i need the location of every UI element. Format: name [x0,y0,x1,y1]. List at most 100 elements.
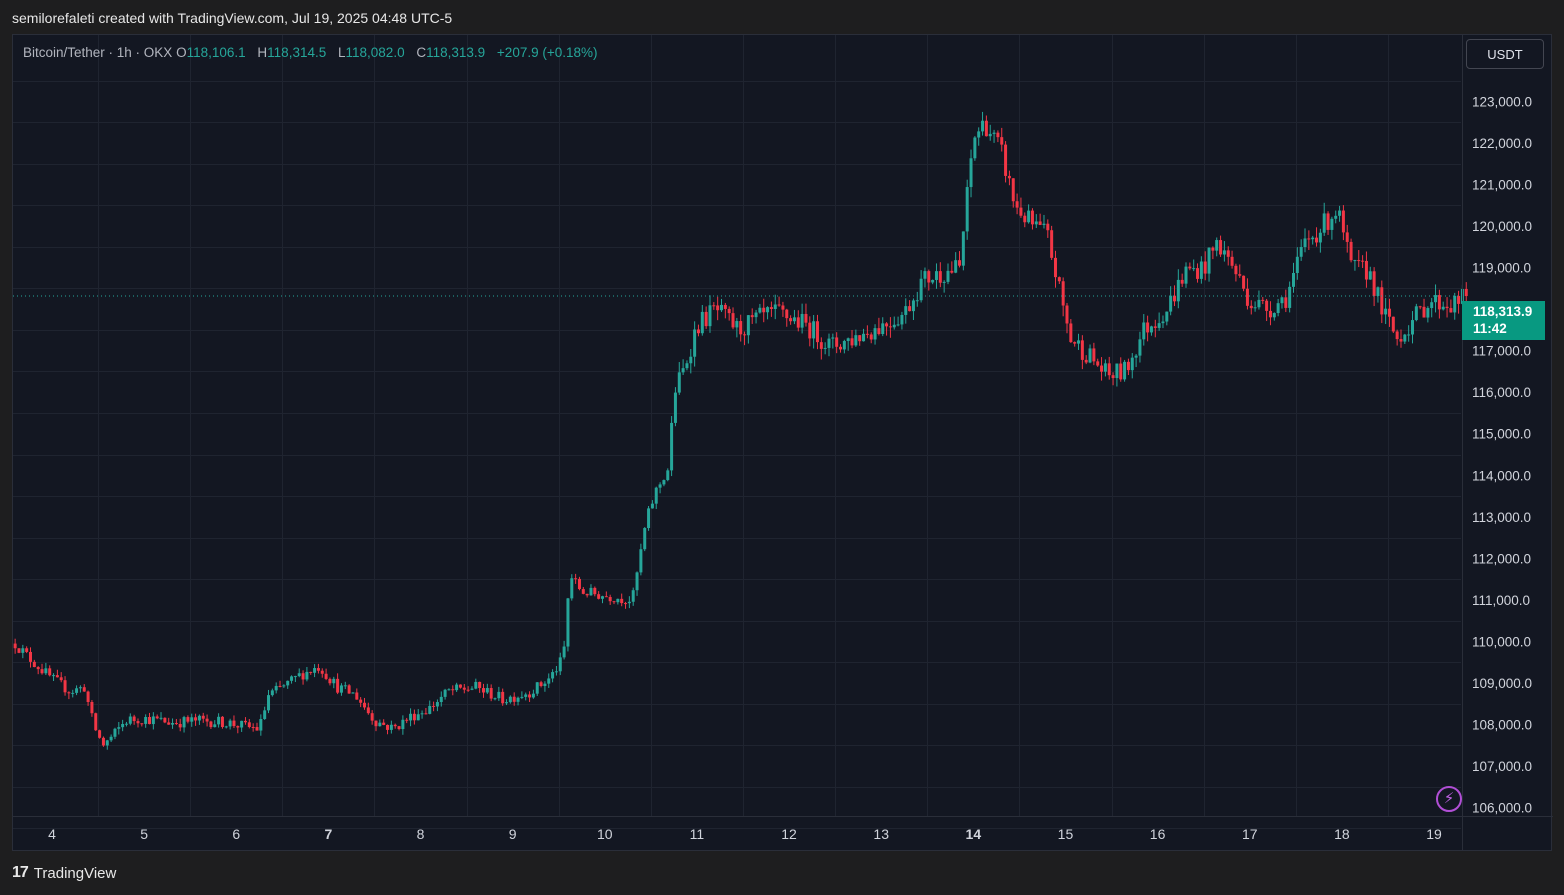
tradingview-logo[interactable]: 17 TradingView [12,864,116,882]
candle-body [155,716,159,719]
candle-body [1276,303,1280,314]
candle-body [305,671,309,680]
candle-body [604,596,608,598]
candle-body [1053,257,1057,278]
change-value: +207.9 (+0.18%) [496,45,598,60]
candle-body [409,713,413,721]
time-tick-label: 10 [597,826,613,842]
candle-body [167,722,171,725]
currency-button[interactable]: USDT [1466,39,1544,69]
candle-body [539,682,543,687]
chart-area[interactable]: 106,000.0 107,000.0 108,000.0 109,000.0 110,… [12,34,1553,852]
candle-body [117,727,121,729]
candlesticks [13,111,1468,750]
candle-body [792,317,796,322]
candle-body [313,668,317,673]
candle-body [854,335,858,346]
candle-body [339,685,343,693]
candle-body [1019,207,1023,216]
candle-body [869,334,873,340]
candle-body [82,687,86,692]
candle-body [278,685,282,687]
candle-body [984,120,988,137]
candle-body [86,691,90,702]
candle-body [1172,295,1176,302]
candle-body [197,715,201,721]
candle-body [1434,295,1438,303]
candle-body [1184,266,1188,284]
candle-body [508,696,512,703]
price-tick-label: 120,000.0 [1472,219,1532,234]
candle-body [1315,237,1319,243]
candle-body [1457,295,1461,304]
candle-body [1211,247,1215,251]
candle-body [547,678,551,684]
candle-body [900,314,904,325]
candle-body [1015,201,1019,208]
candle-body [919,278,923,301]
symbol-name[interactable]: Bitcoin/Tether · 1h · OKX [23,45,173,60]
price-chart[interactable]: 106,000.0 107,000.0 108,000.0 109,000.0 110,… [13,35,1553,852]
candle-body [1418,306,1422,308]
candle-body [516,697,520,702]
candle-body [593,587,597,595]
candle-body [720,304,724,311]
open-label: O [176,45,187,60]
candle-body [835,337,839,347]
candle-body [812,321,816,339]
candle-body [78,687,82,689]
candle-body [743,334,747,336]
candle-body [777,304,781,306]
candle-body [1080,340,1084,360]
candle-body [481,688,485,693]
candle-body [178,724,182,728]
candle-body [347,685,351,694]
price-axis[interactable]: 106,000.0 107,000.0 108,000.0 109,000.0 110,… [1472,53,1532,816]
candle-body [1349,241,1353,261]
candle-body [881,323,885,335]
candle-body [858,335,862,342]
candle-body [478,681,482,689]
candle-body [328,678,332,684]
candle-body [647,508,651,529]
candle-body [1430,302,1434,309]
time-tick-label: 16 [1150,826,1166,842]
candle-body [624,603,628,605]
candle-body [497,691,501,699]
candle-body [1007,175,1011,179]
candle-body [1215,240,1219,251]
candle-body [267,695,271,711]
candle-body [1065,305,1069,324]
candle-body [796,317,800,328]
candle-body [892,324,896,328]
candle-body [1165,311,1169,322]
candle-body [301,673,305,680]
lightning-bolt-icon[interactable]: ⚡ [1436,786,1462,812]
candle-body [1311,237,1315,240]
candle-body [1257,299,1261,308]
candle-body [17,648,21,653]
candle-body [677,372,681,393]
candle-body [370,713,374,721]
candle-body [635,572,639,591]
candle-body [1395,331,1399,340]
candle-body [1004,144,1008,176]
candle-body [194,717,198,721]
candle-body [689,356,693,364]
candle-body [458,684,462,688]
candle-body [13,643,17,649]
candle-body [63,680,67,693]
candle-body [29,651,33,662]
candle-body [1199,261,1203,279]
candle-body [351,692,355,694]
candle-body [393,724,397,727]
time-tick-label: 6 [232,826,240,842]
bar-countdown: 11:42 [1473,321,1507,336]
candle-body [420,713,424,715]
time-axis[interactable]: 4 5 6 7 8 9 10 11 12 13 14 15 16 17 18 19 [48,826,1442,842]
price-tick-label: 115,000.0 [1472,427,1531,442]
candle-body [754,312,758,318]
candle-body [1134,355,1138,358]
candle-body [1196,268,1200,279]
candle-body [716,305,720,311]
